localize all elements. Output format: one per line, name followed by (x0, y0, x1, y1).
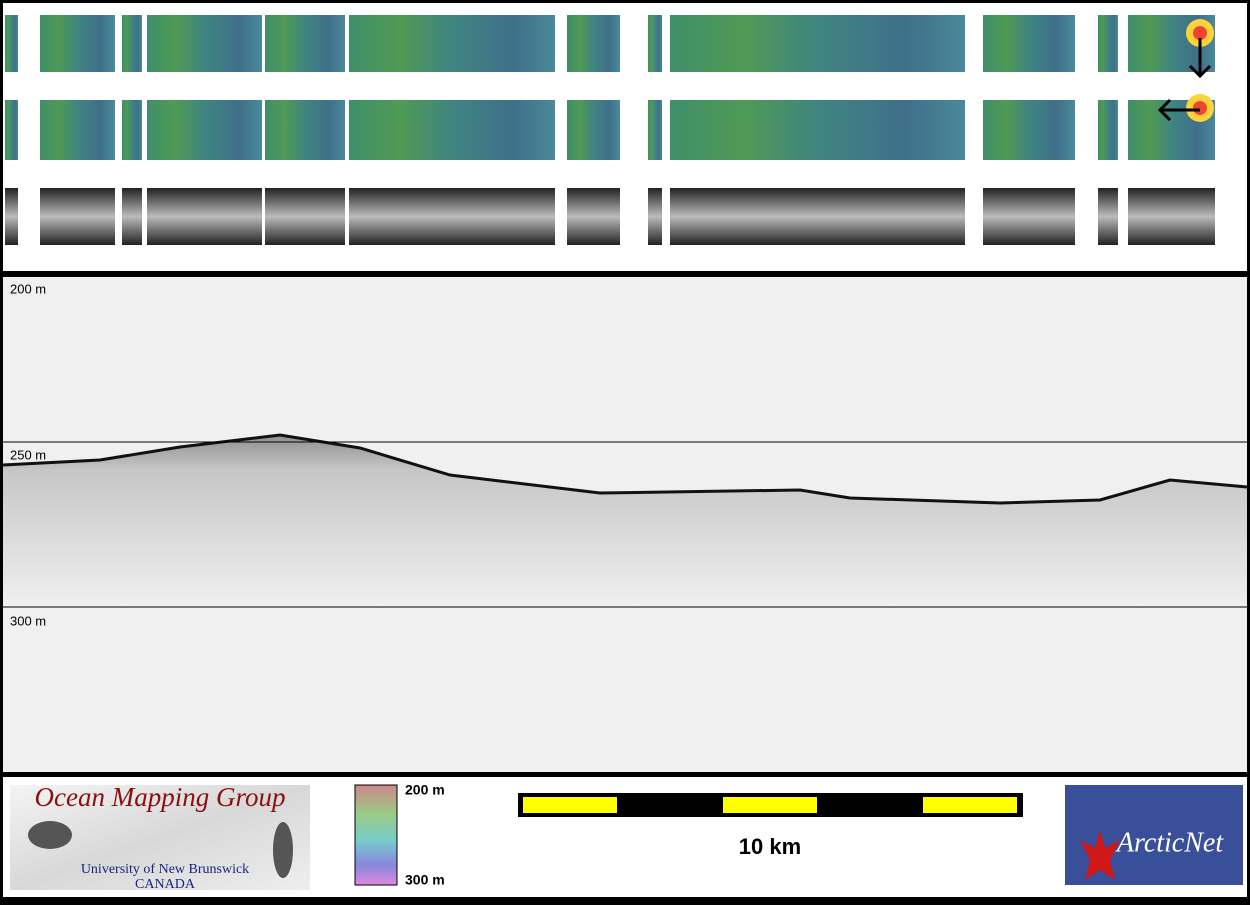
colorbar-label: 200 m (405, 782, 445, 798)
swath-segment (1128, 188, 1215, 245)
swath-segment (40, 15, 115, 72)
arcticnet-logo: ArcticNet (1065, 785, 1243, 885)
swath-segment (349, 15, 555, 72)
swath-segment (983, 15, 1075, 72)
swath-segment (5, 188, 18, 245)
swath-segment (265, 188, 345, 245)
swath-segment (1098, 15, 1118, 72)
sub-bottom (3, 435, 1247, 607)
seafloor (2, 433, 1248, 505)
depth-label: 200 m (10, 281, 46, 296)
swath-segment (122, 15, 142, 72)
scale-bar (518, 793, 1023, 817)
swath-segment (5, 100, 18, 160)
swath-segment (265, 100, 345, 160)
swath-segment (648, 188, 662, 245)
swath-segment (349, 100, 555, 160)
swath-segment (147, 188, 262, 245)
logo-text: University of New Brunswick (81, 862, 249, 877)
swath-segment (40, 188, 115, 245)
swath-segment (670, 188, 965, 245)
depth-label: 250 m (10, 447, 46, 462)
swath-segment (1098, 188, 1118, 245)
swath-segment (983, 100, 1075, 160)
swath-segment (147, 15, 262, 72)
swath-segment (1098, 100, 1118, 160)
swath-segment (265, 15, 345, 72)
omg-logo: Ocean Mapping Group University of New Br… (10, 782, 310, 892)
swath-segment (670, 100, 965, 160)
swath-segment (567, 100, 620, 160)
swath-segment (983, 188, 1075, 245)
orientation-icons (1157, 19, 1214, 122)
swath-segment (122, 188, 142, 245)
swath-segment (122, 100, 142, 160)
swath-segment (648, 100, 662, 160)
logo-title: ArcticNet (1115, 827, 1224, 858)
swath-segment (349, 188, 555, 245)
swath-segment (5, 15, 18, 72)
swath-segment (567, 15, 620, 72)
depth-label: 300 m (10, 613, 46, 628)
logo-text: CANADA (135, 877, 196, 892)
swath-strips (5, 15, 1215, 245)
scale-label: 10 km (739, 834, 801, 859)
swath-segment (40, 100, 115, 160)
colorbar-label: 300 m (405, 872, 445, 888)
swath-segment (670, 15, 965, 72)
colorbar (354, 784, 398, 886)
logo-title: Ocean Mapping Group (35, 782, 286, 812)
swath-segment (648, 15, 662, 72)
swath-segment (567, 188, 620, 245)
swath-segment (147, 100, 262, 160)
